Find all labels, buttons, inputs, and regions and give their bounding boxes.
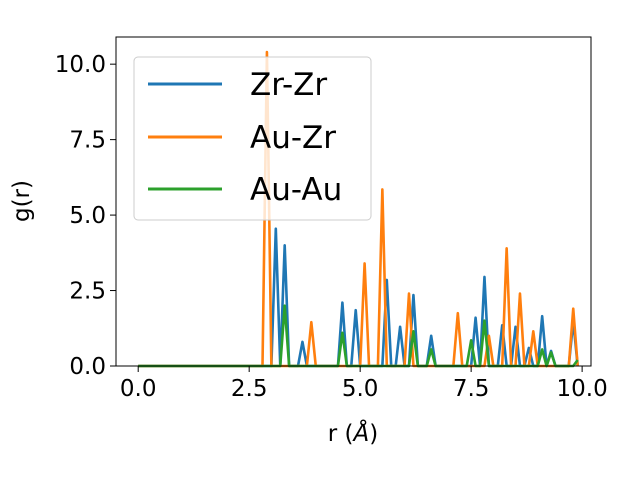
legend-label-au-au: Au-Au [250,172,342,208]
legend-label-au-zr: Au-Zr [250,120,336,156]
x-axis-label-unit: Å [352,419,370,447]
y-tick-label: 10.0 [55,52,106,78]
y-tick-label: 0.0 [69,354,106,380]
x-tick-label: 10.0 [557,376,608,402]
y-tick-label: 5.0 [69,203,106,229]
legend-box [133,56,372,221]
x-tick-label: 7.5 [453,376,490,402]
legend-label-zr-zr: Zr-Zr [250,67,327,103]
x-tick-label: 5.0 [342,376,379,402]
y-axis-ticks: 0.0 2.5 5.0 7.5 10.0 [55,52,116,380]
plot-frame [115,36,592,367]
y-axis-label: g(r) [9,180,35,222]
x-tick-label: 0.0 [120,376,157,402]
legend: Zr-Zr Au-Zr Au-Au [133,56,372,221]
y-tick-label: 2.5 [69,279,106,305]
x-tick-label: 2.5 [231,376,268,402]
x-axis-label-text: r ( [328,421,354,447]
x-axis-ticks: 0.0 2.5 5.0 7.5 10.0 [120,366,608,402]
x-axis-label: r (Å) [328,419,378,447]
y-tick-label: 7.5 [69,128,106,154]
x-axis-label-close: ) [369,421,378,447]
